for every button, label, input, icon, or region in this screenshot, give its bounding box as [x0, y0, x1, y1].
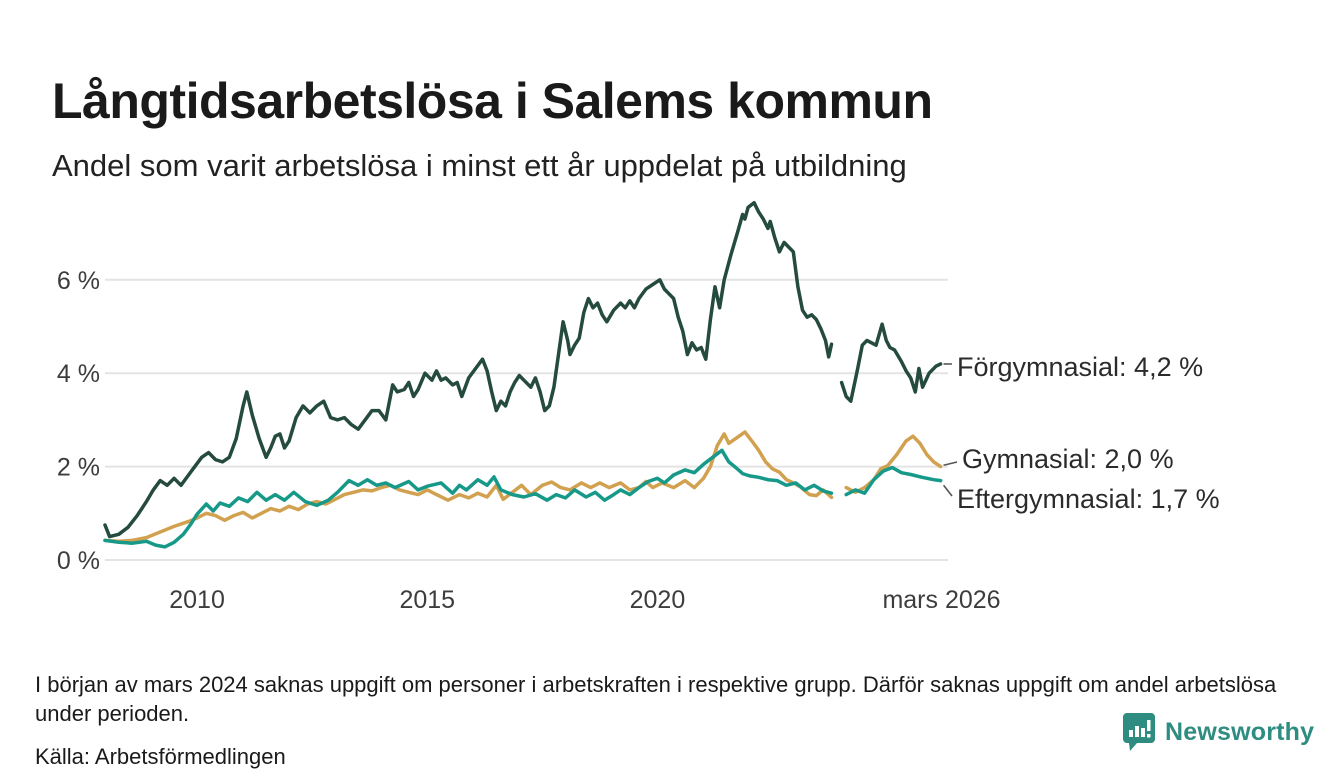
- series-line-gymnasial-after-gap: [844, 434, 943, 495]
- newsworthy-logo-text: Newsworthy: [1165, 717, 1315, 746]
- x-tick-label: 2010: [169, 586, 225, 614]
- newsworthy-bubble-chart-icon: [1123, 713, 1155, 751]
- page-title: Långtidsarbetslösa i Salems kommun: [52, 72, 933, 129]
- series-end-label-eftergymnasial: Eftergymnasial: 1,7 %: [957, 484, 1220, 514]
- x-tick-label: 2015: [399, 586, 455, 614]
- series-line-förgymnasial-after-gap: [839, 322, 943, 403]
- label-connector-eftergymnasial: [942, 484, 953, 497]
- y-tick-label: 0 %: [57, 547, 100, 575]
- page-subtitle: Andel som varit arbetslösa i minst ett å…: [52, 147, 907, 183]
- x-tick-label: mars 2026: [882, 586, 1000, 614]
- chart-footnote: I början av mars 2024 saknas uppgift om …: [35, 672, 1277, 726]
- series-line-eftergymnasial: [103, 448, 834, 549]
- label-connector-gymnasial: [943, 461, 958, 466]
- x-tick-label: 2020: [630, 586, 686, 614]
- newsworthy-logo: Newsworthy: [1122, 712, 1314, 752]
- y-tick-label: 4 %: [57, 360, 100, 388]
- y-tick-label: 6 %: [57, 267, 100, 295]
- y-tick-label: 2 %: [57, 454, 100, 482]
- series-line-förgymnasial: [103, 200, 834, 539]
- chart-canvas: 0 % 2 % 4 % 6 % 2010 2015 2020 mars 2026 Förgymn…: [57, 200, 1220, 614]
- series-line-gymnasial: [103, 430, 834, 544]
- series-end-label-förgymnasial: Förgymnasial: 4,2 %: [957, 352, 1203, 382]
- series-end-label-gymnasial: Gymnasial: 2,0 %: [962, 444, 1174, 474]
- series-line-eftergymnasial-after-gap: [844, 465, 943, 497]
- source-attribution: Källa: Arbetsförmedlingen: [35, 744, 286, 769]
